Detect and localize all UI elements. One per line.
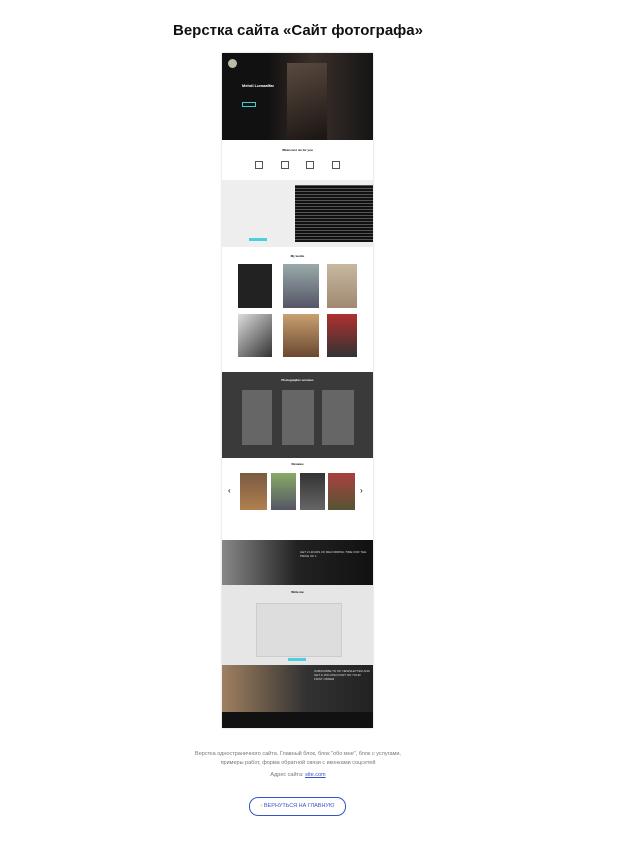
- work-photo: [327, 264, 357, 308]
- footer: [222, 712, 373, 728]
- hero-name: Mehdi Lumaaffar: [242, 83, 275, 88]
- about-photo: [295, 185, 373, 242]
- address-label: Адрес сайта:: [270, 772, 304, 778]
- promo: GET 2 HOURS OF RECORDING TIME FOR THE PR…: [222, 540, 373, 585]
- work-photo: [327, 314, 357, 357]
- hero: Mehdi Lumaaffar: [222, 53, 373, 140]
- work-photo: [283, 264, 319, 308]
- subscribe-text: SUBSCRIBE TO MY NEWSLETTER AND GET A 15%…: [314, 669, 370, 681]
- work-photo: [283, 314, 319, 357]
- hero-photo: [287, 63, 327, 140]
- works-title: My works: [290, 254, 305, 258]
- work-photo: [238, 264, 272, 308]
- work-photo: [238, 314, 272, 357]
- pricing-title: Photographic services: [281, 378, 314, 382]
- subscribe: SUBSCRIBE TO MY NEWSLETTER AND GET A 15%…: [222, 665, 373, 712]
- review-photo: [328, 473, 355, 510]
- send-button[interactable]: [288, 658, 306, 661]
- services-title: What can I do for you: [282, 148, 313, 152]
- price-card: [322, 390, 354, 445]
- logo: [228, 59, 237, 68]
- arrow-left[interactable]: ‹: [228, 486, 231, 495]
- arrow-right[interactable]: ›: [360, 486, 363, 495]
- price-card: [282, 390, 314, 445]
- review-photo: [300, 473, 325, 510]
- review-photo: [240, 473, 267, 510]
- price-card: [242, 390, 272, 445]
- contact-title: Write me: [291, 590, 304, 594]
- about: [222, 180, 373, 247]
- description-line: Верстка одностраничного сайта. Главный б…: [195, 751, 401, 757]
- about-button: [249, 238, 267, 241]
- contact: Write me: [222, 585, 373, 665]
- promo-text: GET 2 HOURS OF RECORDING TIME FOR THE PR…: [300, 550, 367, 558]
- reviews-title: Reviews: [291, 462, 304, 466]
- service-icons: [255, 161, 340, 173]
- hero-button: [242, 102, 256, 107]
- address-link[interactable]: site.com: [305, 772, 326, 778]
- page-title: Верстка сайта «Сайт фотографа»: [172, 22, 423, 39]
- description-line: примеры работ, форма обратной связи с ик…: [220, 760, 376, 766]
- back-button[interactable]: ‹ ВЕРНУТЬСЯ НА ГЛАВНУЮ: [249, 797, 346, 816]
- back-button-label: ВЕРНУТЬСЯ НА ГЛАВНУЮ: [263, 803, 335, 809]
- description: Верстка одностраничного сайта. Главный б…: [0, 750, 596, 780]
- site-mockup: Mehdi Lumaaffar What can I do for you My…: [222, 53, 373, 728]
- contact-form[interactable]: [256, 603, 342, 657]
- review-photo: [271, 473, 296, 510]
- pricing: Photographic services: [222, 372, 373, 458]
